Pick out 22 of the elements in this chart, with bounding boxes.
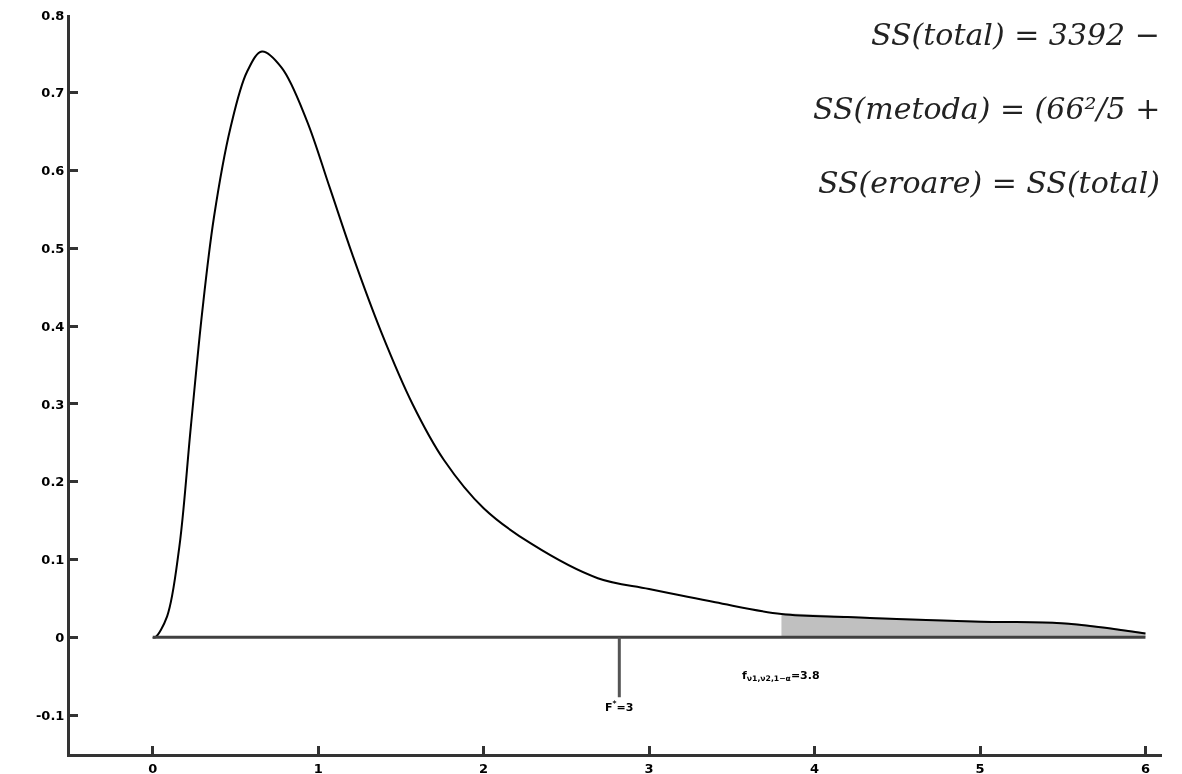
y-tick-label: -0.1 — [35, 707, 65, 723]
y-tick-label: 0.2 — [41, 474, 65, 490]
y-tick-label: 0.1 — [41, 552, 65, 568]
annotation: f$_{ν1,ν2,1−α}$=3.8 — [742, 669, 820, 684]
x-tick-label: 4 — [810, 760, 820, 774]
annotation: SS(metoda) = (66²/5 + — [813, 91, 1161, 126]
y-tick-label: 0.5 — [41, 240, 65, 256]
x-tick-label: 3 — [644, 760, 654, 774]
annotation: SS(eroare) = SS(total) — [818, 165, 1160, 200]
y-tick-label: 0.7 — [41, 85, 65, 101]
y-tick-label: 0.6 — [41, 163, 65, 179]
x-tick-label: 5 — [975, 760, 985, 774]
x-tick-label: 0 — [148, 760, 158, 774]
annotation: F$^{*}$=3 — [605, 699, 634, 714]
annotation: SS(total) = 3392 − — [871, 17, 1160, 52]
y-tick-label: 0.8 — [41, 7, 65, 23]
x-tick-label: 1 — [313, 760, 323, 774]
x-tick-label: 2 — [479, 760, 489, 774]
y-tick-label: 0.4 — [41, 318, 65, 334]
y-tick-label: 0 — [55, 629, 65, 645]
x-tick-label: 6 — [1140, 760, 1150, 774]
y-tick-label: 0.3 — [41, 396, 65, 412]
